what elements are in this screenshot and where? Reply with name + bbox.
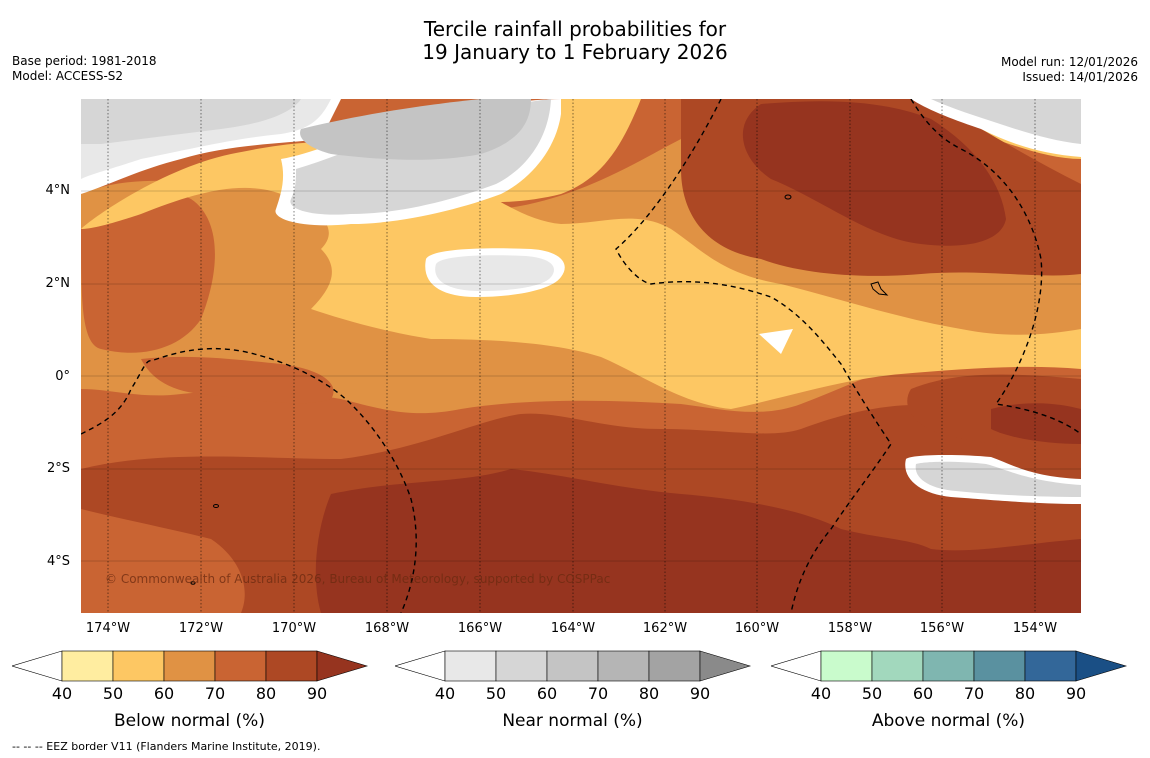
eez-footnote: -- -- -- EEZ border V11 (Flanders Marine…: [12, 740, 321, 753]
colorbar-tick-above-1: 50: [862, 684, 882, 703]
region-below-90-top-right: [742, 101, 1006, 246]
region-below-70-lower-left: [81, 509, 245, 613]
lat-label-0: 0°: [55, 369, 70, 384]
islands: [190, 194, 889, 585]
colorbar-extend-low-near: [393, 650, 446, 682]
colorbar-title-near: Near normal (%): [502, 711, 642, 731]
lon-label-168w: 168°W: [364, 621, 410, 636]
colorbar-tick-above-0: 40: [811, 684, 831, 703]
colorbar-segment-near-1: [495, 650, 548, 682]
colorbar-segment-above-4: [1024, 650, 1077, 682]
probability-map: [81, 99, 1081, 613]
colorbar-segment-below-2: [163, 650, 216, 682]
colorbar-segment-below-4: [265, 650, 318, 682]
lon-label-164w: 164°W: [550, 621, 596, 636]
model-run: Model run: 12/01/2026: [1000, 55, 1138, 69]
colorbar-tick-above-5: 90: [1066, 684, 1086, 703]
colorbar-segment-above-3: [973, 650, 1026, 682]
colorbar-segment-below-3: [214, 650, 267, 682]
meta-left: Base period: 1981-2018 Model: ACCESS-S2: [12, 54, 157, 84]
colorbar-tick-near-0: 40: [435, 684, 455, 703]
colorbar-tick-below-4: 80: [256, 684, 276, 703]
region-near-right: [915, 461, 1081, 497]
lat-label-2s: 2°S: [46, 461, 70, 476]
region-near-mid: [435, 255, 554, 291]
colorbar-segment-near-3: [597, 650, 650, 682]
region-below-90-bottom: [315, 469, 1081, 613]
colorbar-title-below: Below normal (%): [114, 711, 265, 731]
colorbar-svg-above: 40 50 60 70 80 90 Above normal (%): [769, 650, 1128, 731]
lon-label-172w: 172°W: [178, 621, 224, 636]
lon-label-158w: 158°W: [827, 621, 873, 636]
colorbar-tick-above-2: 60: [913, 684, 933, 703]
region-near-small-white: [759, 329, 793, 354]
colorbar-extend-low-below: [10, 650, 63, 682]
colorbar-segment-above-2: [922, 650, 975, 682]
copyright-notice: © Commonwealth of Australia 2026, Bureau…: [105, 572, 611, 586]
colorbar-svg-near: 40 50 60 70 80 90 Near normal (%): [393, 650, 752, 731]
colorbar-tick-below-3: 70: [205, 684, 225, 703]
lon-label-170w: 170°W: [271, 621, 317, 636]
colorbar-tick-above-4: 80: [1015, 684, 1035, 703]
colorbar-tick-near-4: 80: [639, 684, 659, 703]
base-period: Base period: 1981-2018: [12, 54, 157, 68]
lon-label-154w: 154°W: [1012, 621, 1058, 636]
colorbar-tick-near-1: 50: [486, 684, 506, 703]
colorbar-extend-low-above: [769, 650, 822, 682]
region-below-70-left: [81, 194, 215, 353]
colorbar-near-normal: 40 50 60 70 80 90 Near normal (%): [393, 650, 755, 739]
eez-border: [81, 99, 1081, 613]
colorbar-tick-below-1: 50: [103, 684, 123, 703]
title-line-2: 19 January to 1 February 2026: [422, 40, 728, 64]
map-title: Tercile rainfall probabilities for 19 Ja…: [0, 18, 1150, 64]
region-below-70-mid-left: [141, 356, 334, 404]
colorbar-tick-below-5: 90: [307, 684, 327, 703]
colorbar-below-normal: 40 50 60 70 80 90 Below normal (%): [10, 650, 372, 739]
latitude-lines: [81, 190, 1081, 562]
colorbar-segment-above-0: [820, 650, 873, 682]
colorbar-tick-near-5: 90: [690, 684, 710, 703]
meta-right: Model run: 12/01/2026 Issued: 14/01/2026: [1001, 55, 1138, 85]
region-near-top-right: [931, 99, 1081, 144]
colorbar-extend-high-near: [699, 650, 752, 682]
colorbar-above-normal: 40 50 60 70 80 90 Above normal (%): [769, 650, 1131, 739]
lon-label-162w: 162°W: [642, 621, 688, 636]
colorbar-tick-above-3: 70: [964, 684, 984, 703]
lon-label-174w: 174°W: [85, 621, 131, 636]
title-line-1: Tercile rainfall probabilities for: [423, 17, 727, 41]
lon-label-166w: 166°W: [457, 621, 503, 636]
colorbar-segment-above-1: [871, 650, 924, 682]
colorbar-tick-below-0: 40: [52, 684, 72, 703]
colorbar-segment-below-0: [61, 650, 114, 682]
colorbar-tick-below-2: 60: [154, 684, 174, 703]
lat-label-2n: 2°N: [45, 276, 71, 291]
colorbar-segment-below-1: [112, 650, 165, 682]
region-near-top-center-inner: [300, 99, 531, 160]
model-name: Model: ACCESS-S2: [12, 69, 124, 83]
graticule: [107, 99, 1036, 613]
lon-label-156w: 156°W: [919, 621, 965, 636]
map-canvas: [81, 99, 1081, 613]
colorbar-tick-near-3: 70: [588, 684, 608, 703]
region-near-top-left-inner: [81, 99, 301, 144]
colorbar-svg-below: 40 50 60 70 80 90 Below normal (%): [10, 650, 369, 731]
colorbar-extend-high-below: [316, 650, 369, 682]
colorbar-segment-near-4: [648, 650, 701, 682]
colorbar-extend-high-above: [1075, 650, 1128, 682]
colorbar-segment-near-2: [546, 650, 599, 682]
region-below-90-right-mid: [991, 403, 1081, 444]
lon-label-160w: 160°W: [734, 621, 780, 636]
colorbar-tick-near-2: 60: [537, 684, 557, 703]
lat-label-4n: 4°N: [45, 183, 71, 198]
issued-date: Issued: 14/01/2026: [1022, 70, 1138, 84]
colorbar-title-above: Above normal (%): [872, 711, 1025, 731]
lat-label-4s: 4°S: [46, 554, 70, 569]
colorbar-segment-near-0: [444, 650, 497, 682]
